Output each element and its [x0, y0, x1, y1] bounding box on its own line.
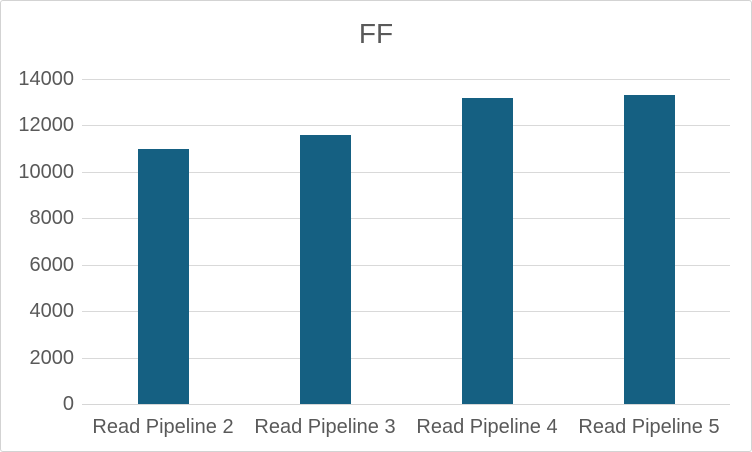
x-axis-line — [82, 404, 730, 405]
gridline-12000 — [82, 125, 730, 127]
x-axis-label-read-pipeline-5: Read Pipeline 5 — [578, 416, 720, 438]
bar-read-pipeline-4[interactable] — [461, 97, 513, 404]
y-axis-label-6000: 6000 — [29, 253, 75, 276]
plot-area — [82, 79, 730, 405]
x-axis-label-read-pipeline-2: Read Pipeline 2 — [92, 416, 234, 438]
x-axis-label-read-pipeline-3: Read Pipeline 3 — [254, 416, 396, 438]
gridline-6000 — [82, 264, 730, 266]
chart-title: FF — [358, 18, 394, 49]
gridline-8000 — [82, 218, 730, 220]
y-axis-label-14000: 14000 — [18, 68, 74, 90]
y-axis-label-0: 0 — [62, 393, 74, 415]
gridline-14000 — [82, 79, 730, 80]
bar-read-pipeline-3[interactable] — [299, 134, 351, 404]
y-axis-label-8000: 8000 — [29, 207, 75, 230]
gridline-10000 — [82, 171, 730, 173]
y-axis-label-12000: 12000 — [18, 114, 74, 137]
bar-read-pipeline-2[interactable] — [137, 148, 189, 404]
bar-read-pipeline-5[interactable] — [623, 95, 675, 404]
y-axis-label-2000: 2000 — [29, 346, 75, 369]
y-axis-label-10000: 10000 — [18, 160, 74, 183]
gridline-2000 — [82, 357, 730, 359]
gridline-4000 — [82, 311, 730, 313]
x-axis-label-read-pipeline-4: Read Pipeline 4 — [416, 416, 558, 438]
y-axis-label-4000: 4000 — [29, 300, 75, 323]
